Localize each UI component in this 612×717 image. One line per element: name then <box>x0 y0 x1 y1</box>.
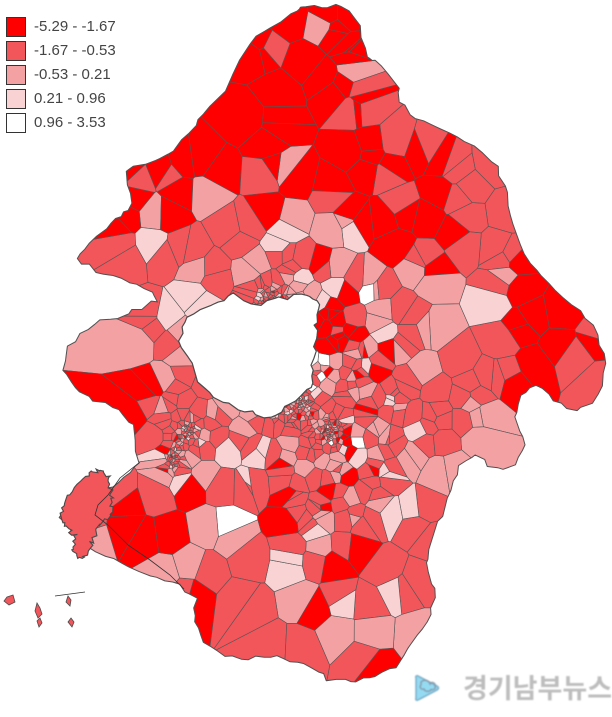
svg-text:경기남부뉴스: 경기남부뉴스 <box>463 667 612 706</box>
